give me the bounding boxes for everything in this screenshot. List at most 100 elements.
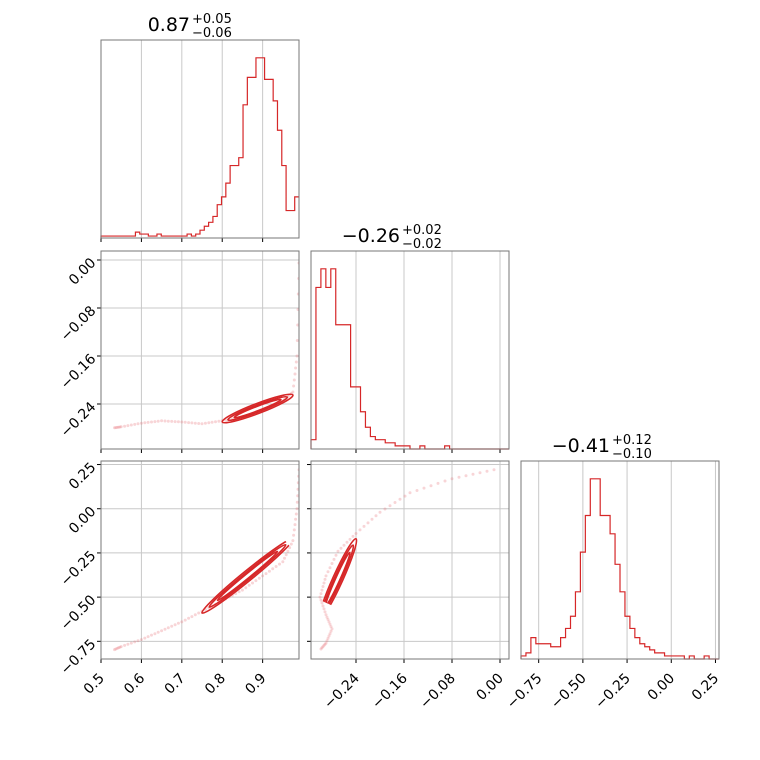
sample-point (320, 646, 324, 650)
sample-point (146, 420, 150, 424)
panel-frame (100, 39, 300, 239)
sample-point (166, 419, 170, 423)
sample-point (408, 491, 412, 495)
sample-point (292, 384, 296, 388)
sample-point (166, 626, 170, 630)
sample-point (324, 613, 328, 617)
sample-point (322, 607, 326, 611)
sample-point (278, 562, 281, 566)
sample-point (214, 420, 217, 424)
sample-point (295, 354, 299, 358)
sample-point (383, 507, 387, 511)
sample-point (328, 566, 332, 570)
title-lower-error: −0.02 (402, 237, 442, 252)
sample-point (286, 549, 290, 553)
panel-frame (310, 460, 510, 660)
sample-point (292, 533, 296, 537)
sample-point (237, 590, 241, 594)
sample-point (170, 624, 174, 628)
sample-point (126, 424, 130, 428)
sample-point (150, 633, 153, 637)
sample-point (296, 323, 299, 327)
sample-point (330, 562, 334, 565)
title-upper-error: +0.05 (192, 12, 232, 27)
scatter-panel-1-3 (97, 460, 300, 663)
sample-point (118, 645, 122, 649)
sample-point (271, 567, 275, 571)
y-tick-label: 0.00 (66, 504, 99, 537)
y-tick-label: −0.50 (58, 592, 100, 634)
sample-point (244, 586, 248, 590)
title-value: −0.26 (342, 225, 400, 247)
sample-point (176, 420, 180, 424)
contour-level-1 (221, 393, 294, 424)
sample-point (160, 419, 164, 423)
sample-point (210, 420, 214, 424)
panel-frame (310, 250, 510, 450)
sample-point (334, 553, 338, 557)
sample-point (324, 574, 328, 578)
sample-point (348, 537, 352, 541)
sample-point (217, 419, 221, 423)
sample-point (187, 421, 191, 425)
sample-point (197, 422, 201, 425)
sample-point (296, 494, 299, 498)
x-tick-label: −0.24 (321, 670, 363, 712)
sample-point (457, 475, 461, 479)
sample-point (187, 616, 191, 620)
sample-point (366, 521, 370, 525)
sample-point (358, 528, 362, 532)
sample-point (322, 643, 326, 647)
x-tick-label: 0.5 (81, 671, 108, 698)
sample-point (322, 581, 326, 585)
sample-point (342, 543, 346, 547)
sample-point (485, 469, 489, 473)
sample-point (362, 524, 366, 528)
sample-point (293, 523, 297, 527)
sample-point (274, 565, 278, 568)
sample-point (450, 477, 454, 481)
sample-point (207, 421, 211, 425)
sample-point (443, 479, 447, 483)
sample-point (139, 638, 143, 642)
sample-point (292, 378, 296, 382)
sample-point (146, 635, 150, 639)
sample-point (296, 481, 299, 485)
x-tick-label: 0.00 (645, 671, 678, 704)
sample-point (183, 420, 187, 424)
sample-point (329, 625, 333, 629)
scatter-panel-1-2 (97, 250, 300, 453)
sample-point (190, 421, 194, 425)
x-tick-label: −0.50 (548, 671, 590, 713)
title-value: −0.41 (552, 435, 610, 457)
x-tick-label: 0.8 (202, 671, 229, 698)
sample-point (464, 474, 468, 478)
sample-point (288, 546, 292, 550)
sample-point (180, 620, 184, 624)
sample-point (291, 539, 295, 543)
sample-point (326, 636, 330, 640)
sample-point (321, 645, 325, 649)
x-tick-label: −0.25 (592, 671, 634, 713)
sample-point (200, 422, 204, 426)
x-tick-label: −0.75 (504, 671, 546, 713)
sample-point (247, 583, 251, 587)
sample-point (319, 598, 323, 602)
x-tick-label: −0.08 (417, 671, 459, 713)
sample-point (113, 648, 116, 652)
contour-level-3 (233, 398, 282, 419)
sample-point (296, 487, 299, 491)
sample-point (294, 366, 298, 370)
sample-point (291, 390, 295, 394)
sample-point (180, 420, 184, 424)
sample-point (117, 646, 120, 650)
sample-point (374, 514, 378, 518)
sample-point (123, 424, 127, 428)
sample-point (115, 425, 119, 429)
sample-point (115, 646, 119, 650)
sample-point (113, 426, 116, 430)
panel-frame (520, 460, 720, 660)
sample-point (327, 634, 331, 638)
sample-point (436, 481, 440, 485)
sample-point (370, 517, 374, 521)
